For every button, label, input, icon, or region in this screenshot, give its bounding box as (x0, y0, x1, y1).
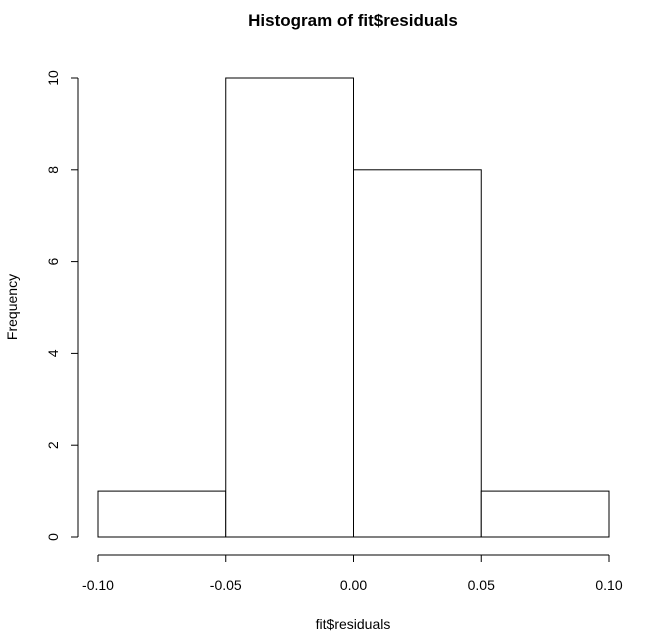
x-axis-label: fit$residuals (316, 616, 391, 632)
y-tick-label-0: 0 (45, 533, 61, 541)
x-tick-label-1: -0.05 (210, 577, 242, 593)
histogram-bar-0 (97, 490, 227, 538)
x-tick-label-0: -0.10 (82, 577, 114, 593)
y-tick-label-4: 8 (45, 166, 61, 174)
histogram-bar-2 (353, 169, 482, 538)
y-tick-label-5: 10 (45, 70, 61, 86)
histogram-bar-3 (480, 490, 610, 538)
y-axis: 0 2 4 6 8 10 (45, 70, 79, 541)
x-tick-label-2: 0.00 (340, 577, 367, 593)
bars-group (97, 77, 610, 538)
x-tick-label-4: 0.10 (595, 577, 622, 593)
y-tick-label-3: 6 (45, 257, 61, 265)
y-tick-label-1: 2 (45, 441, 61, 449)
x-tick-label-3: 0.05 (468, 577, 495, 593)
histogram-bar-1 (225, 77, 354, 538)
chart-title: Histogram of fit$residuals (248, 11, 458, 30)
y-axis-label: Frequency (4, 274, 20, 340)
x-axis: -0.10 -0.05 0.00 0.05 0.10 (82, 554, 623, 593)
y-tick-label-2: 4 (45, 349, 61, 357)
